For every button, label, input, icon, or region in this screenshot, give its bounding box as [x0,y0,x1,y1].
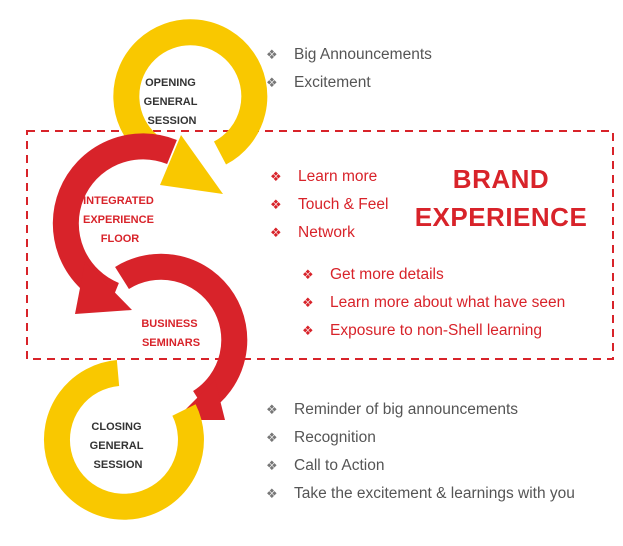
seminar-bullets: ❖ Get more details ❖ Learn more about what… [300,261,565,345]
bullet-item: ❖ Call to Action [264,452,575,480]
opening-arrowhead [160,135,223,194]
diamond-bullet-icon: ❖ [270,197,282,212]
bullet-item: ❖ Excitement [264,69,432,97]
diamond-bullet-icon: ❖ [266,458,278,473]
opening-label: OPENING GENERAL SESSION [144,77,201,127]
closing-label: CLOSING GENERAL SESSION [90,421,147,471]
opening-bullets: ❖ Big Announcements ❖ Excitement [264,41,432,97]
closing-arc [44,360,204,520]
diamond-bullet-icon: ❖ [266,75,278,90]
bullet-item: ❖ Learn more [268,163,388,191]
diamond-bullet-icon: ❖ [302,295,314,310]
diamond-bullet-icon: ❖ [302,267,314,282]
bullet-item: ❖ Learn more about what have seen [300,289,565,317]
bullet-item: ❖ Take the excitement & learnings with yo… [264,480,575,508]
opening-arc [113,19,268,165]
brand-line: BRAND [452,164,550,194]
bullet-item: ❖ Get more details [300,261,565,289]
bullet-item: ❖ Recognition [264,424,575,452]
bullet-item: ❖ Reminder of big announcements [264,396,575,424]
diamond-bullet-icon: ❖ [266,402,278,417]
diamond-bullet-icon: ❖ [270,169,282,184]
diamond-bullet-icon: ❖ [266,47,278,62]
integrated-bullets: ❖ Learn more ❖ Touch & Feel ❖ Network [268,163,388,247]
diamond-bullet-icon: ❖ [266,430,278,445]
closing-bullets: ❖ Reminder of big announcements ❖ Recognit… [264,396,575,508]
integrated-label: INTEGRATED EXPERIENCE FLOOR [83,195,157,245]
brand-experience-title: BRAND EXPERIENCE [412,160,590,236]
bullet-item: ❖ Network [268,219,388,247]
seminars-label: BUSINESS SEMINARS [141,318,200,349]
brand-experience-frame [26,130,614,360]
diamond-bullet-icon: ❖ [270,225,282,240]
experience-line: EXPERIENCE [414,202,588,232]
seminars-arc [115,253,248,413]
diamond-bullet-icon: ❖ [302,323,314,338]
integrated-arrowhead [75,262,132,314]
bullet-item: ❖ Big Announcements [264,41,432,69]
bullet-item: ❖ Touch & Feel [268,191,388,219]
diamond-bullet-icon: ❖ [266,486,278,501]
bullet-item: ❖ Exposure to non-Shell learning [300,317,565,345]
